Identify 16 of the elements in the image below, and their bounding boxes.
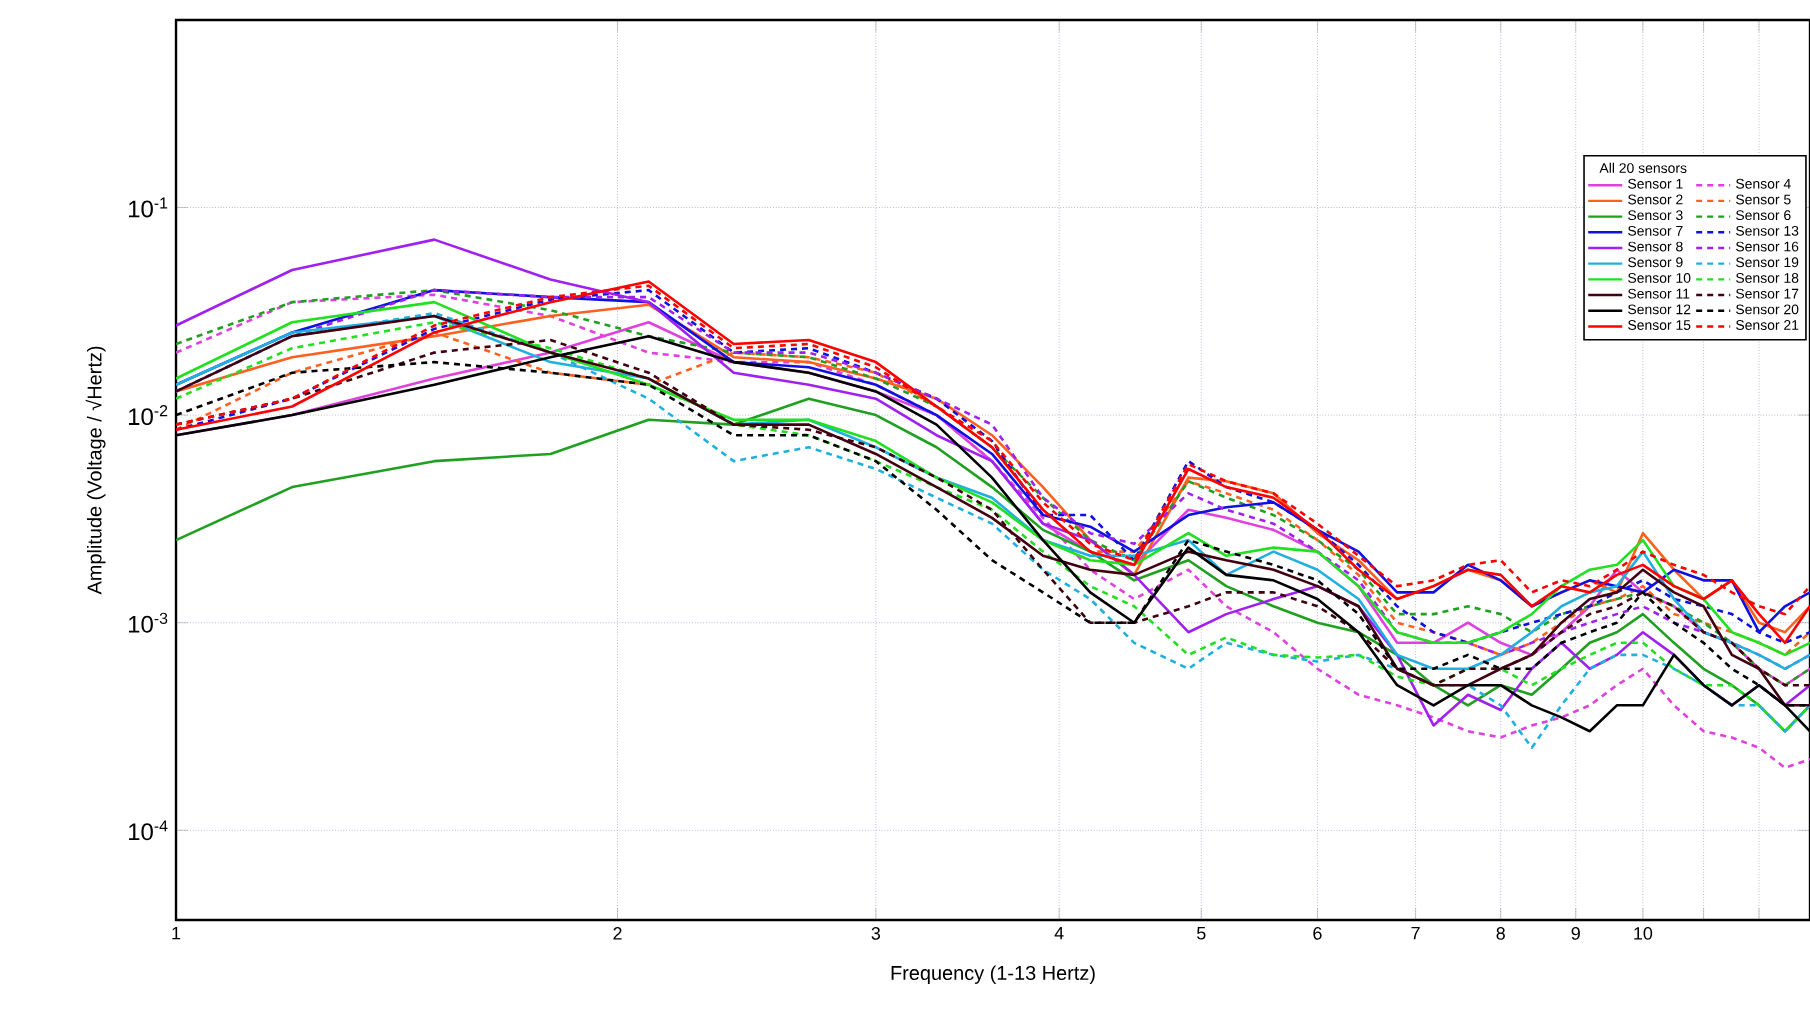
x-tick-label: 2 [613, 927, 622, 940]
x-tick-label: 3 [871, 927, 881, 940]
x-tick-label: 4 [1054, 927, 1064, 940]
x-tick-label: 5 [1197, 927, 1206, 940]
x-tick-label: 1 [172, 927, 181, 940]
x-tick-label: 7 [1411, 927, 1420, 940]
x-tick-label: 6 [1313, 927, 1322, 940]
x-tick-label: 8 [1496, 927, 1505, 940]
y-axis-title: Amplitude (Voltage / √Hertz) [85, 346, 106, 595]
y-tick-label: 10$^{-1}$ [129, 197, 168, 218]
y-tick-label: 10$^{-4}$ [129, 820, 168, 841]
x-tick-label: 9 [1571, 927, 1580, 940]
x-axis-title: Frequency (1-13 Hertz) [891, 965, 1095, 984]
y-tick-label: 10$^{-2}$ [129, 405, 168, 426]
x-tick-label: 10 [1634, 927, 1653, 940]
y-tick-label: 10$^{-3}$ [129, 612, 168, 633]
